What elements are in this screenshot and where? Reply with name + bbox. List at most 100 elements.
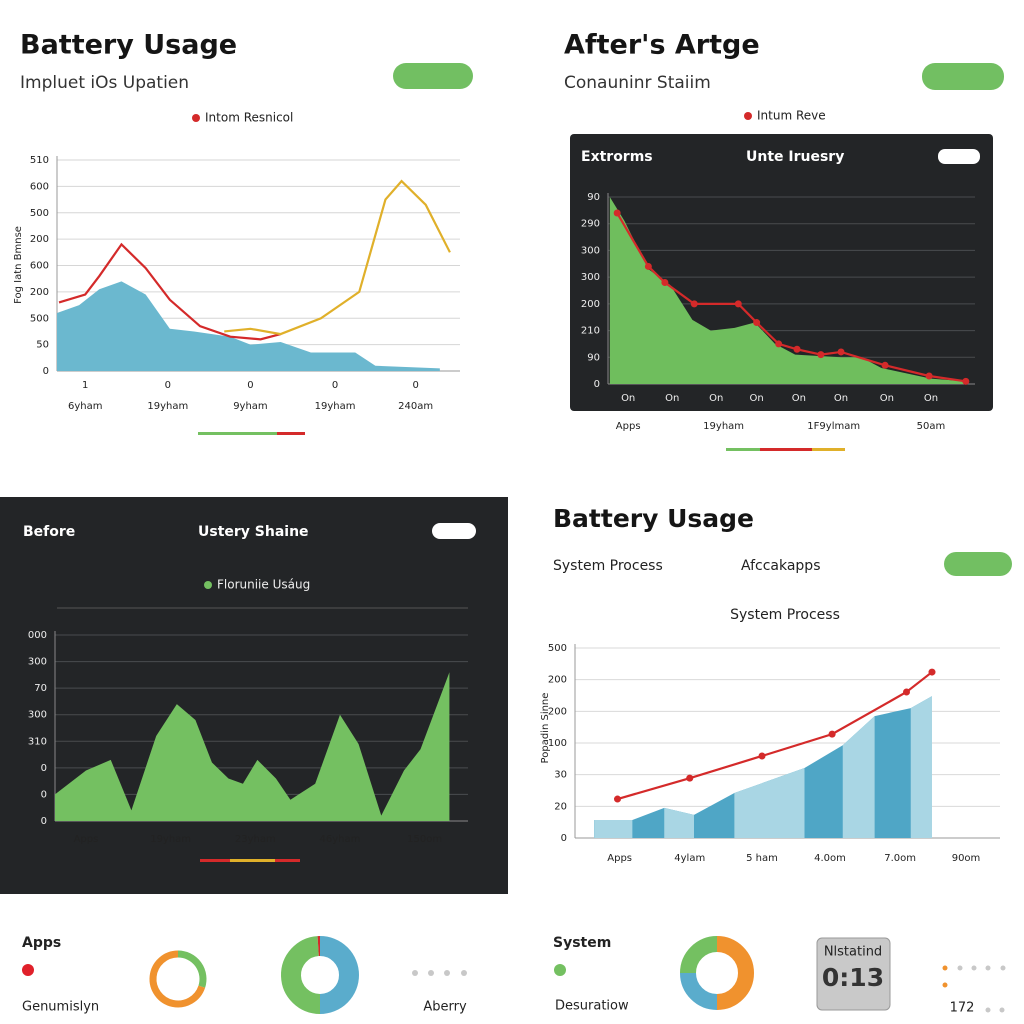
y-tick-label: 500 [30,208,49,219]
area [57,281,440,371]
donut-segment [680,936,718,974]
marker [614,795,621,803]
chart-title: System Process [730,607,840,623]
title: Battery Usage [553,504,754,533]
y-tick-label: 90 [587,192,600,203]
x-tick-label: 9yham [233,401,268,412]
marker [962,377,970,385]
y-tick-label: 0 [43,366,49,377]
x-tick-label: On [621,393,635,404]
marker [775,340,783,348]
y-tick-label: 20 [554,801,567,812]
marker [881,361,889,369]
marker [734,300,742,308]
stripe [842,696,875,838]
timer-value: 0:13 [822,963,884,992]
line [58,242,281,341]
donut-segment [716,936,754,1010]
timer-box [816,937,891,1011]
x-tick-label: 46yham [320,834,361,845]
x-tick-label: 50am [917,421,946,432]
marker [613,209,621,217]
chart-title: Unte Iruesry [746,149,844,165]
footer-caption: Genumislyn [22,1000,99,1015]
y-tick-label: 500 [548,643,567,654]
marker [661,278,669,286]
footer-label: Aberry [423,1000,467,1015]
y-tick-label: 200 [548,706,567,717]
marker [903,688,910,696]
toggle-button[interactable] [922,63,1004,90]
underline-bars [198,432,845,862]
x-tick-label: 6yham [68,401,103,412]
marker [793,345,801,353]
legend-label: Intum Reve [757,109,826,123]
status-dot [554,964,566,976]
x-tick-label: 150om [407,834,442,845]
x-tick-label: 19yham [703,421,744,432]
y-tick-label: 0 [41,816,47,827]
y-tick-label: 290 [581,219,600,230]
y-tick-label: 0 [594,379,600,390]
y-tick-label: 100 [548,738,567,749]
footer-label: 172 [950,1001,975,1016]
y-tick-label: 200 [30,287,49,298]
title: After's Artge [564,30,760,61]
y-tick-label: 0 [561,833,567,844]
subtitle: Impluet iOs Upatien [20,73,189,93]
x-tick-label: 90om [952,853,981,864]
x-tick-label: On [924,393,938,404]
legend-marker [744,112,752,120]
y-tick-label: 300 [28,710,47,721]
panel-label: Before [23,524,75,540]
donut-segment [319,936,359,1014]
toggle-button[interactable] [938,149,980,164]
marker [925,372,933,380]
timer-label: Nlstatind [824,945,882,960]
line [224,179,451,336]
label: System Process [553,558,663,574]
title: Battery Usage [20,30,237,61]
donut-segment [680,972,718,1010]
legend-label: Floruniie Usáug [217,578,310,592]
donut-segment [281,936,321,1014]
footer-heading: System [553,935,611,951]
toggle-button[interactable] [393,63,473,89]
legend-marker [192,114,200,122]
x-tick-label: 5 ham [746,853,778,864]
x-tick-label: 1 [82,380,88,391]
y-tick-label: 200 [30,234,49,245]
x-tick-label: Apps [607,853,632,864]
y-tick-label: 300 [28,657,47,668]
y-tick-label: 200 [548,675,567,686]
marker [644,262,652,270]
y-tick-label: 000 [28,630,47,641]
x-tick-label: 7.0om [884,853,916,864]
line [617,671,933,801]
area [55,672,450,821]
y-tick-label: 30 [554,770,567,781]
subtitle: Conauninr Staiim [564,73,711,93]
marker [753,319,761,327]
x-tick-label: On [880,393,894,404]
y-tick-label: 0 [41,789,47,800]
footer-heading: Apps [22,935,61,951]
x-tick-label: 0 [412,380,418,391]
x-tick-label: On [665,393,679,404]
x-tick-label: 240am [398,401,433,412]
panel-label: Extrorms [581,149,653,165]
y-tick-label: 310 [28,736,47,747]
toggle-button[interactable] [432,523,476,539]
y-tick-label: 90 [587,352,600,363]
toggle-button[interactable] [944,552,1012,576]
y-tick-label: 600 [30,261,49,272]
label: Afccakapps [741,558,821,574]
y-tick-label: 70 [34,683,47,694]
x-tick-label: On [834,393,848,404]
chart-title: Ustery Shaine [198,524,309,540]
x-tick-label: On [792,393,806,404]
marker [690,300,698,308]
footer-caption: Desuratiow [555,999,629,1014]
marker [837,348,845,356]
marker [828,730,836,738]
